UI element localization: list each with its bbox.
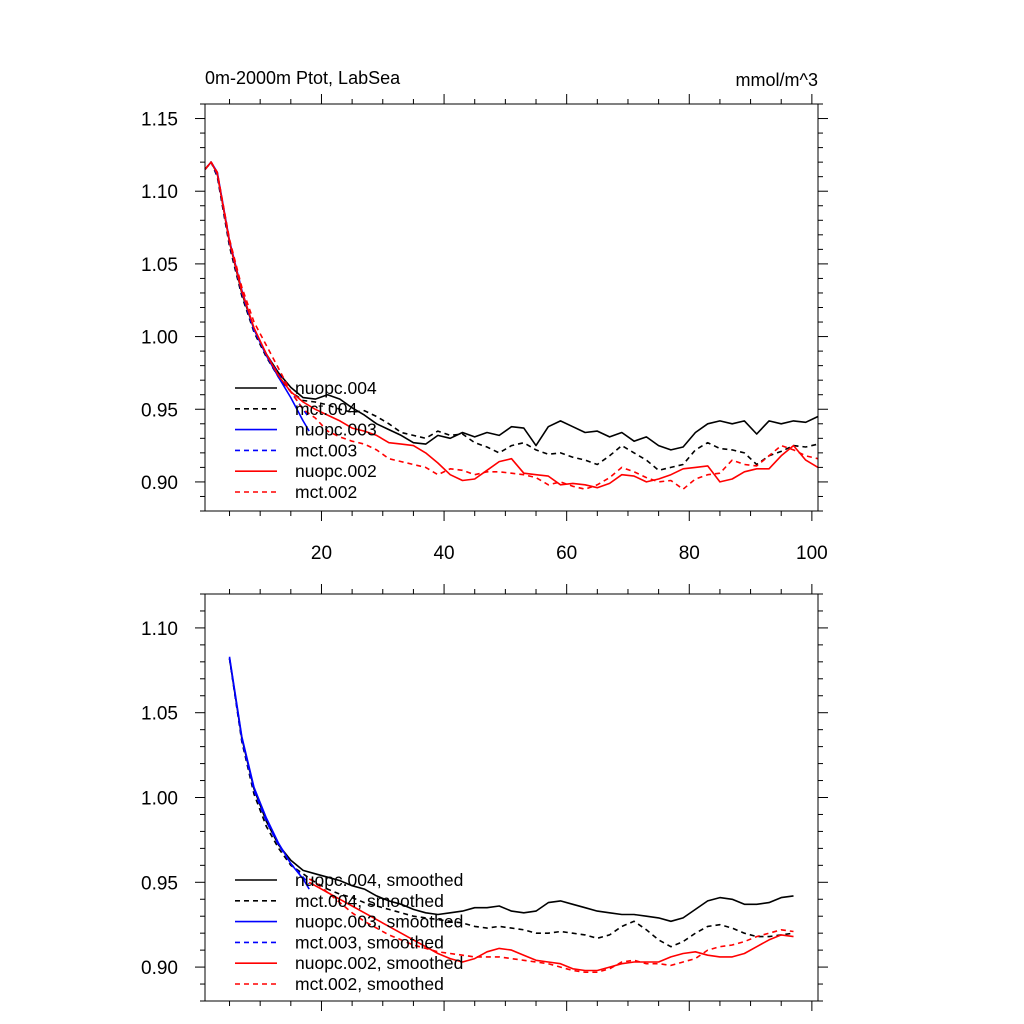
bottom-axis-ticks: 0.90 0.95 1.00 1.05 1.10 (141, 584, 828, 1011)
legend-label: nuopc.002 (295, 461, 377, 481)
legend-label: nuopc.004, smoothed (295, 870, 463, 890)
legend-label: nuopc.002, smoothed (295, 953, 463, 973)
series-line-mct-003-smoothed (228, 658, 310, 885)
series-line-nuopc-004 (204, 161, 819, 451)
x-tick-label: 20 (311, 543, 332, 564)
series-line-mct-002-smoothed (308, 878, 794, 974)
top-series-lines (204, 161, 819, 491)
y-tick-label: 1.10 (141, 182, 178, 203)
y-tick-label: 1.00 (141, 789, 178, 810)
x-tick-label: 40 (433, 543, 454, 564)
top-chart-title: 0m-2000m Ptot, LabSea (205, 68, 401, 88)
top-legend: nuopc.004mct.004nuopc.003mct.003nuopc.00… (235, 378, 377, 502)
series-line-mct-002 (204, 161, 819, 491)
y-tick-label: 1.15 (141, 110, 178, 131)
series-line-nuopc-004-smoothed (228, 658, 794, 923)
top-plot-frame (204, 103, 819, 512)
series-line-nuopc-002 (204, 161, 819, 489)
series-line-nuopc-002-smoothed (308, 881, 794, 972)
series-line-nuopc-003 (204, 161, 310, 432)
y-tick-label: 1.10 (141, 619, 178, 640)
y-tick-label: 1.05 (141, 255, 178, 276)
x-tick-label: 100 (796, 543, 828, 564)
bottom-series-lines (228, 656, 794, 974)
legend-label: mct.004 (295, 399, 358, 419)
y-tick-label: 0.95 (141, 873, 178, 894)
legend-label: nuopc.004 (295, 378, 377, 398)
y-tick-label: 1.00 (141, 328, 178, 349)
legend-label: mct.003, smoothed (295, 932, 444, 952)
series-line-mct-004-smoothed (228, 658, 794, 948)
legend-label: nuopc.003 (295, 420, 377, 440)
top-panel: 0m-2000m Ptot, LabSea mmol/m^3 0.90 0.95 1… (141, 68, 828, 564)
legend-label: mct.002 (295, 482, 357, 502)
y-tick-label: 1.05 (141, 704, 178, 725)
top-axis-ticks: 0.90 0.95 1.00 1.05 1.10 1.15 20 40 60 80 100 (141, 94, 828, 564)
bottom-panel: 0.90 0.95 1.00 1.05 1.10 nuopc.004, smoothed… (141, 584, 828, 1011)
bottom-plot-frame (204, 593, 819, 1002)
legend-label: mct.002, smoothed (295, 974, 444, 994)
series-line-nuopc-003-smoothed (228, 656, 310, 890)
legend-label: mct.004, smoothed (295, 891, 444, 911)
y-tick-label: 0.90 (141, 958, 178, 979)
legend-label: nuopc.003, smoothed (295, 912, 463, 932)
x-tick-label: 60 (556, 543, 577, 564)
series-line-mct-003 (204, 161, 310, 419)
y-tick-label: 0.90 (141, 473, 178, 494)
y-tick-label: 0.95 (141, 400, 178, 421)
x-tick-label: 80 (679, 543, 700, 564)
top-chart-units: mmol/m^3 (736, 70, 818, 90)
legend-label: mct.003 (295, 440, 357, 460)
